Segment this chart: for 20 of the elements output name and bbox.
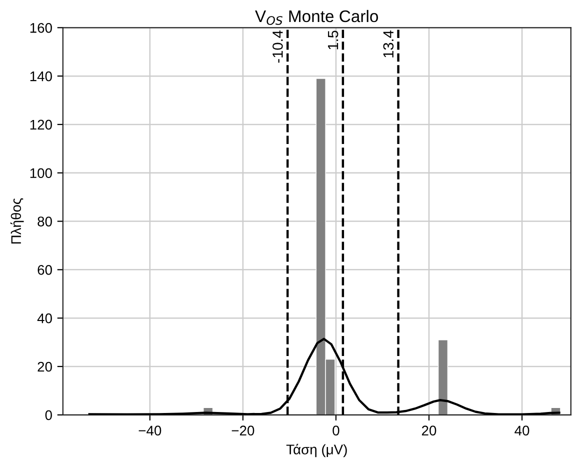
y-tick-label: 160 — [30, 22, 52, 33]
x-tick-label: 20 — [422, 426, 436, 436]
x-tick-label: 40 — [514, 426, 530, 436]
x-axis-title: Τάση (μV) — [286, 444, 347, 458]
y-tick-label: 80 — [38, 216, 52, 226]
y-tick-label: 140 — [30, 71, 52, 82]
x-tick-label: −40 — [138, 426, 162, 436]
chart-title: V$_{OS}$ Monte Carlo — [255, 10, 378, 25]
y-tick-label: 100 — [30, 168, 52, 178]
ref-line-label: 1.5 — [328, 30, 338, 50]
x-tick-label: −20 — [232, 426, 254, 436]
y-tick-label: 40 — [37, 313, 52, 324]
y-tick-label: 20 — [38, 362, 52, 372]
ref-line-label: 13.4 — [383, 30, 394, 58]
y-axis-title: Πλήθος — [10, 198, 24, 244]
ref-line-label: -10.4 — [272, 30, 283, 63]
y-tick-label: 120 — [30, 120, 52, 130]
y-tick-label: 0 — [45, 410, 52, 420]
y-tick-label: 60 — [38, 265, 52, 275]
x-tick-label: 0 — [332, 426, 340, 436]
